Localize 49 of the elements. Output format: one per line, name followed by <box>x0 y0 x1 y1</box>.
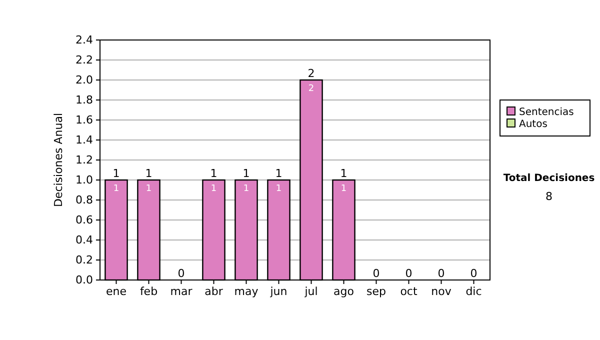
total-label: 1 <box>145 167 152 180</box>
total-label: 1 <box>340 167 348 180</box>
text: Total Decisiones <box>503 173 595 184</box>
y-tick-label: 0.6 <box>76 214 93 227</box>
y-tick-label: 0.8 <box>76 194 93 207</box>
data-label: 1 <box>210 184 217 194</box>
x-tick-label: nov <box>431 284 452 298</box>
total-label: 0 <box>438 267 445 280</box>
total-label: 0 <box>470 267 478 280</box>
y-tick-label: 1.0 <box>76 174 93 187</box>
total-label: 1 <box>242 167 250 180</box>
y-tick-label: 2.2 <box>76 54 93 67</box>
y-tick-label: 0.2 <box>76 254 93 267</box>
total-label: 2 <box>308 67 315 80</box>
legend-label: Sentencias <box>519 107 574 118</box>
total-label: 0 <box>372 267 380 280</box>
x-tick-label: oct <box>400 284 418 298</box>
data-label: 1 <box>243 184 250 194</box>
total-label: 0 <box>178 267 185 280</box>
data-label: 1 <box>113 184 120 194</box>
text: 8 <box>546 190 552 203</box>
x-tick-label: abr <box>204 284 224 298</box>
y-tick-label: 2.0 <box>76 74 93 87</box>
y-tick-label: 1.4 <box>76 134 93 147</box>
x-tick-label: jun <box>269 284 288 298</box>
total-label: 1 <box>275 167 282 180</box>
x-tick-label: dic <box>466 284 482 298</box>
x-tick-label: ene <box>106 284 127 298</box>
x-tick-label: feb <box>140 284 158 298</box>
x-tick-label: mar <box>170 284 193 298</box>
legend-label: Autos <box>519 119 548 130</box>
x-tick-label: jul <box>304 284 318 298</box>
x-tick-label: sep <box>366 284 386 298</box>
data-label: 1 <box>276 184 282 194</box>
total-label: 0 <box>405 267 412 280</box>
y-tick-label: 1.2 <box>76 154 93 167</box>
total-label: 1 <box>210 167 218 180</box>
y-tick-label: 0.0 <box>76 274 93 287</box>
y-tick-label: 0.4 <box>76 234 93 247</box>
data-label: 2 <box>308 84 314 94</box>
y-tick-label: 1.8 <box>76 94 93 107</box>
data-label: 1 <box>340 184 347 194</box>
x-tick-label: ago <box>334 284 354 298</box>
y-axis-title: Decisiones Anual <box>52 112 65 208</box>
x-tick-label: may <box>234 284 259 298</box>
total-label: 1 <box>112 167 120 180</box>
y-tick-label: 2.4 <box>76 34 93 47</box>
data-label: 1 <box>146 184 152 194</box>
y-tick-label: 1.6 <box>76 114 93 127</box>
